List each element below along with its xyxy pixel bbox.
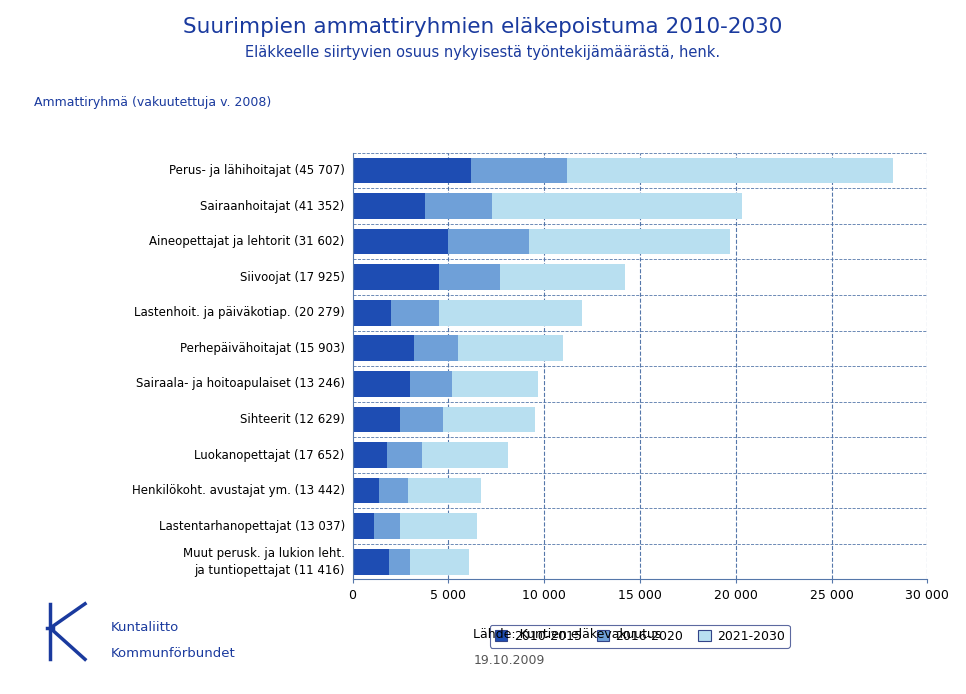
Bar (413, 335, 458, 361)
Text: Lastentarhanopettajat (13 037): Lastentarhanopettajat (13 037) (158, 520, 345, 532)
Text: Perhepäivähoitajat (15 903): Perhepäivähoitajat (15 903) (180, 342, 345, 355)
Bar (353, 335, 413, 361)
Bar (567, 158, 893, 183)
Text: Aineopettajat ja lehtorit (31 602): Aineopettajat ja lehtorit (31 602) (150, 235, 345, 248)
Bar (389, 549, 411, 575)
Bar (401, 514, 477, 539)
Bar (471, 158, 567, 183)
Bar (421, 442, 508, 468)
Bar (353, 264, 439, 290)
Bar (353, 300, 391, 325)
Text: 19.10.2009: 19.10.2009 (473, 654, 545, 667)
Bar (391, 300, 439, 325)
Text: Sairaanhoitajat (41 352): Sairaanhoitajat (41 352) (201, 200, 345, 212)
Bar (353, 158, 471, 183)
Text: Henkilökoht. avustajat ym. (13 442): Henkilökoht. avustajat ym. (13 442) (132, 484, 345, 497)
Bar (380, 477, 409, 503)
Bar (442, 407, 534, 432)
Bar (353, 549, 389, 575)
Bar (353, 193, 425, 219)
Text: Lähde: Kuntien eläkevakuutus: Lähde: Kuntien eläkevakuutus (473, 628, 662, 641)
Legend: 2010-2015, 2016-2020, 2021-2030: 2010-2015, 2016-2020, 2021-2030 (490, 625, 790, 648)
Bar (353, 371, 410, 397)
Bar (458, 335, 563, 361)
Bar (353, 442, 387, 468)
Text: Sihteerit (12 629): Sihteerit (12 629) (240, 413, 345, 426)
Bar (425, 193, 493, 219)
Text: Kommunförbundet: Kommunförbundet (111, 647, 236, 660)
Bar (452, 371, 538, 397)
Text: Eläkkeelle siirtyvien osuus nykyisestä työntekijämäärästä, henk.: Eläkkeelle siirtyvien osuus nykyisestä t… (245, 45, 721, 60)
Text: Perus- ja lähihoitajat (45 707): Perus- ja lähihoitajat (45 707) (169, 164, 345, 177)
Text: ja tuntiopettajat (11 416): ja tuntiopettajat (11 416) (194, 564, 345, 577)
Bar (353, 514, 374, 539)
Bar (387, 442, 421, 468)
Bar (353, 477, 380, 503)
Text: Sairaala- ja hoitoapulaiset (13 246): Sairaala- ja hoitoapulaiset (13 246) (136, 378, 345, 390)
Bar (374, 514, 401, 539)
Bar (401, 407, 442, 432)
Bar (409, 477, 481, 503)
Bar (410, 371, 452, 397)
Bar (448, 229, 528, 255)
Text: Lastenhoit. ja päiväkotiap. (20 279): Lastenhoit. ja päiväkotiap. (20 279) (134, 306, 345, 319)
Text: Siivoojat (17 925): Siivoojat (17 925) (240, 271, 345, 284)
Text: Muut perusk. ja lukion leht.: Muut perusk. ja lukion leht. (183, 547, 345, 560)
Bar (353, 229, 448, 255)
Text: Luokanopettajat (17 652): Luokanopettajat (17 652) (194, 448, 345, 462)
Bar (493, 193, 742, 219)
Bar (353, 407, 401, 432)
Bar (500, 264, 625, 290)
Bar (528, 229, 730, 255)
Bar (439, 300, 582, 325)
Text: Ammattiryhmä (vakuutettuja v. 2008): Ammattiryhmä (vakuutettuja v. 2008) (34, 96, 271, 109)
Text: Kuntaliitto: Kuntaliitto (111, 621, 180, 634)
Bar (439, 264, 500, 290)
Text: Suurimpien ammattiryhmien eläkepoistuma 2010-2030: Suurimpien ammattiryhmien eläkepoistuma … (184, 17, 782, 37)
Bar (410, 549, 469, 575)
